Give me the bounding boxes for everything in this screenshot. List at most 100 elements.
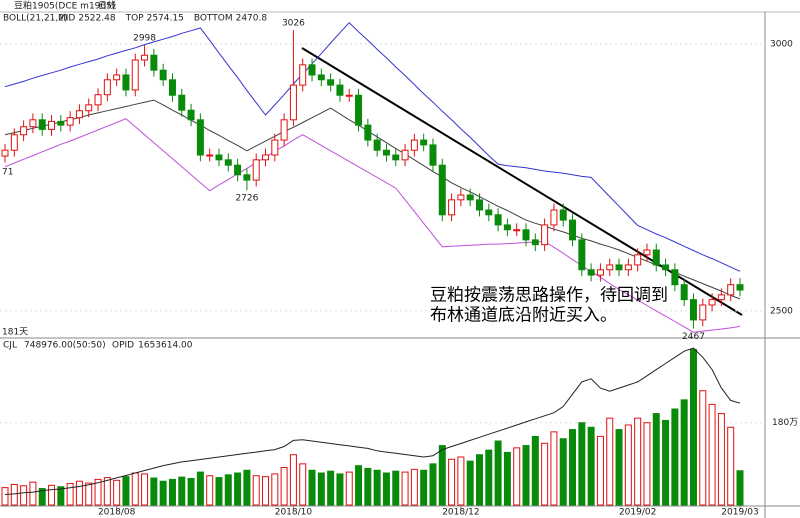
- candle-body: [66, 117, 74, 126]
- candle-body: [289, 84, 297, 121]
- candle-body: [429, 144, 437, 166]
- volume-bar: [1, 487, 9, 506]
- volume-bar: [289, 454, 297, 506]
- y-tick-label: 3000: [770, 40, 793, 50]
- candle-body: [727, 284, 735, 296]
- volume-bar: [122, 476, 130, 506]
- volume-bar: [38, 488, 46, 506]
- candle-body: [1, 149, 9, 157]
- candle-body: [94, 94, 102, 106]
- candle-body: [662, 264, 670, 271]
- candle-body: [20, 126, 28, 136]
- volume-bar: [680, 399, 688, 506]
- volume-bar: [522, 445, 530, 506]
- candle-body: [550, 209, 558, 226]
- volume-bar: [578, 422, 586, 506]
- candle-body: [215, 154, 223, 161]
- volume-bar: [382, 472, 390, 506]
- open-interest-line: [4, 347, 741, 495]
- volume-bar: [699, 390, 707, 506]
- volume-bar: [606, 417, 614, 506]
- volume-bar: [475, 454, 483, 506]
- candle-body: [410, 139, 418, 151]
- legend-value: 2522.48: [78, 14, 115, 24]
- volume-bar: [299, 463, 307, 506]
- volume-bar: [596, 435, 604, 506]
- candle-body: [206, 154, 214, 157]
- volume-bar: [652, 413, 660, 506]
- candle-body: [150, 54, 158, 71]
- extreme-label: 2998: [133, 34, 156, 44]
- candle-body: [48, 120, 56, 130]
- candle-body: [596, 269, 604, 276]
- extreme-label: 3026: [282, 19, 305, 29]
- volume-bar: [150, 477, 158, 506]
- volume-bar: [466, 460, 474, 506]
- volume-bar: [187, 477, 195, 506]
- volume-bar: [401, 471, 409, 506]
- volume-bar: [615, 429, 623, 506]
- candle-body: [327, 79, 335, 86]
- legend-name: BOTTOM: [194, 14, 233, 24]
- candle-body: [457, 194, 465, 201]
- volume-bar: [587, 426, 595, 506]
- legend-name: TOP: [125, 14, 145, 24]
- candle-body: [85, 104, 93, 112]
- candle-body: [513, 229, 521, 232]
- candle-body: [587, 269, 595, 276]
- candle-body: [355, 94, 363, 126]
- volume-bar: [503, 451, 511, 506]
- candle-body: [252, 159, 260, 181]
- volume-bar: [420, 469, 428, 506]
- candle-body: [475, 199, 483, 211]
- volume-bar: [271, 473, 279, 506]
- volume-bar: [438, 445, 446, 506]
- candle-body: [624, 264, 632, 271]
- volume-bar: [94, 478, 102, 506]
- volume-bar: [429, 463, 437, 506]
- volume-bar: [113, 479, 121, 506]
- volume-bar: [317, 472, 325, 506]
- volume-bar: [410, 468, 418, 506]
- volume-bar: [308, 469, 316, 506]
- volume-bar: [494, 440, 502, 506]
- candle-body: [196, 119, 204, 156]
- candle-body: [178, 94, 186, 111]
- candle-body: [671, 269, 679, 286]
- candle-body: [615, 264, 623, 271]
- legend-value: 1653614.00: [138, 341, 193, 351]
- candle-body: [680, 284, 688, 301]
- candle-body: [569, 219, 577, 241]
- band-line: [4, 99, 741, 300]
- candle-body: [317, 74, 325, 81]
- candle-body: [280, 119, 288, 141]
- candle-body: [736, 284, 744, 291]
- extreme-label: 2726: [235, 194, 258, 204]
- candle-body: [652, 249, 660, 266]
- volume-bar: [569, 429, 577, 506]
- symbol: 豆粕1905(DCE m1905): [14, 0, 115, 12]
- candle-body: [141, 54, 149, 61]
- volume-bar: [634, 417, 642, 506]
- x-tick-label: 2019/02: [619, 508, 656, 518]
- candle-body: [308, 64, 316, 76]
- volume-bar: [671, 408, 679, 506]
- candle-body: [224, 159, 232, 166]
- candle-body: [103, 79, 111, 96]
- candle-body: [485, 209, 493, 216]
- candle-body: [75, 110, 83, 119]
- candle-body: [643, 249, 651, 256]
- volume-bar: [327, 470, 335, 506]
- volume-bar: [336, 473, 344, 506]
- volume-bar: [75, 480, 83, 506]
- extreme-label: 2467: [682, 332, 705, 342]
- volume-bar: [243, 469, 251, 506]
- candle-body: [420, 139, 428, 146]
- volume-bar: [708, 403, 716, 506]
- volume-bar: [727, 426, 735, 506]
- volume-bar: [141, 473, 149, 506]
- candle-body: [382, 149, 390, 156]
- volume-bar: [10, 483, 18, 506]
- x-tick-label: 2018/12: [442, 508, 479, 518]
- x-tick-label: 2018/08: [98, 508, 136, 518]
